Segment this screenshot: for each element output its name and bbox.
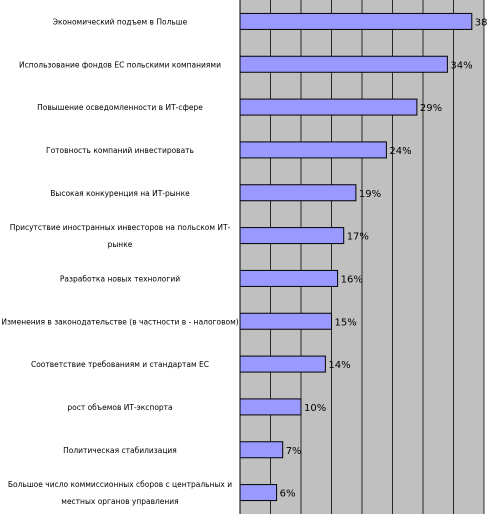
category-label: Политическая стабилизация: [63, 446, 177, 455]
data-label: 6%: [280, 489, 296, 500]
data-label: 14%: [328, 360, 350, 371]
bar: [239, 398, 302, 416]
data-label: 10%: [304, 403, 326, 414]
data-label: 24%: [389, 146, 411, 157]
category-label: рост объемов ИТ-экспорта: [67, 403, 172, 412]
category-label: рынке: [108, 240, 133, 249]
bar: [239, 355, 326, 373]
bar: [239, 55, 448, 73]
data-label: 29%: [420, 103, 442, 114]
bar: [239, 312, 332, 330]
data-label: 19%: [359, 189, 381, 200]
bar: [239, 12, 473, 30]
category-label: Повышение осведомленности в ИТ-сфере: [37, 103, 203, 112]
category-label: Изменения в законодательстве (в частност…: [1, 317, 238, 326]
bar: [239, 184, 357, 202]
data-label: 34%: [450, 60, 472, 71]
bar: [239, 227, 345, 245]
bar: [239, 441, 284, 459]
category-label: Экономический подъем в Польше: [53, 17, 188, 26]
data-label: 17%: [347, 232, 369, 243]
bar: [239, 98, 418, 116]
bar: [239, 269, 339, 287]
category-labels: Экономический подъем в Польше Использован…: [1, 17, 238, 506]
category-label: Высокая конкуренция на ИТ-рынке: [50, 189, 190, 198]
data-label: 16%: [341, 274, 363, 285]
data-label: 15%: [335, 317, 357, 328]
bar: [239, 484, 278, 502]
category-label: Использование фондов ЕС польскими компан…: [19, 60, 221, 69]
data-label: 38%: [475, 17, 487, 28]
bar: [239, 141, 387, 159]
category-label: Присутствие иностранных инвесторов на по…: [10, 223, 231, 232]
category-label: Большое число коммиссионных сборов с цен…: [8, 480, 232, 489]
gridlines: [270, 0, 485, 514]
value-labels: 38% 34% 29% 24% 19% 17% 16% 15% 14% 10% 7% 6%: [280, 17, 487, 499]
category-label: местных органов управления: [61, 497, 178, 506]
bars: [239, 12, 473, 502]
category-label: Готовность компаний инвестировать: [46, 146, 194, 155]
category-label: Разработка новых технологий: [60, 274, 180, 283]
data-label: 7%: [286, 446, 302, 457]
category-label: Соответствие требованиям и стандартам ЕС: [31, 360, 209, 369]
